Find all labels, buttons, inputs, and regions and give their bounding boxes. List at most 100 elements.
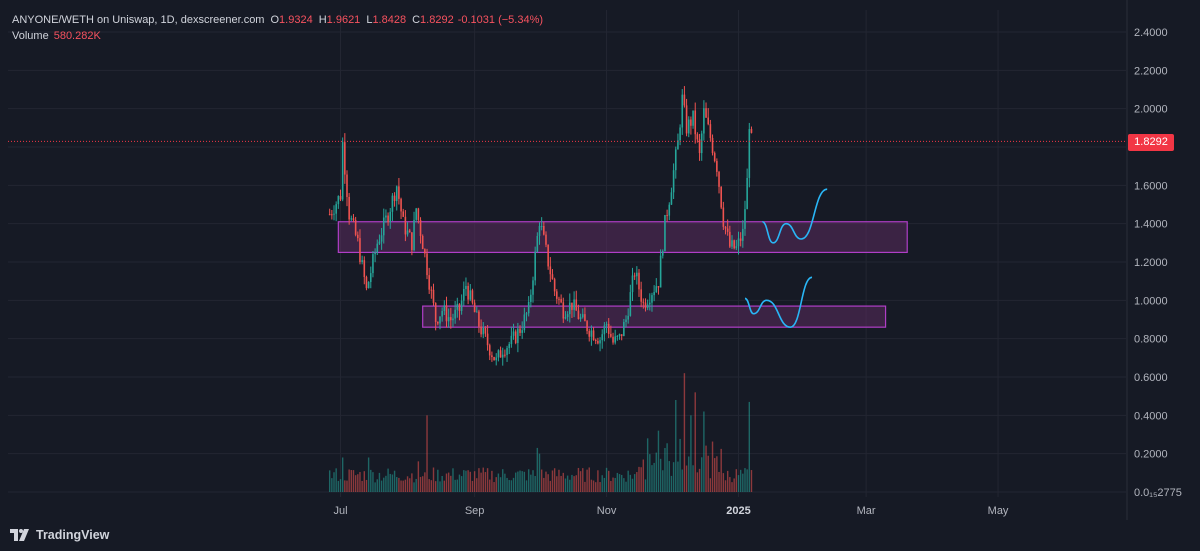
volume-bar <box>499 477 502 492</box>
volume-bar <box>370 469 372 492</box>
candle-body <box>655 286 658 293</box>
y-axis-labels: 2.40002.20002.00001.80001.60001.40001.20… <box>1134 27 1182 499</box>
x-axis-labels: Jul Sep Nov 2025 Mar May <box>333 505 1008 517</box>
volume-bar <box>471 480 474 492</box>
volume-bar <box>599 482 601 492</box>
candle-body <box>547 244 549 267</box>
candle-body <box>575 299 578 311</box>
candle-body <box>705 108 707 118</box>
candle-body <box>514 331 517 343</box>
candle-body <box>475 311 478 313</box>
volume-bar <box>486 468 489 492</box>
support-zone-box <box>422 305 887 328</box>
candle-body <box>744 209 746 229</box>
y-tick-label: 0.4000 <box>1134 410 1168 422</box>
candle-body <box>638 272 640 290</box>
projection-path <box>744 276 813 328</box>
y-tick-label: 2.2000 <box>1134 65 1168 77</box>
volume-bar <box>346 480 348 492</box>
volume-bar <box>620 474 623 492</box>
volume-bar <box>720 448 722 492</box>
candle-body <box>491 355 493 358</box>
candle-body <box>651 295 653 303</box>
volume-bar <box>428 479 430 492</box>
volume-bar <box>434 481 437 492</box>
volume-bar <box>441 475 443 492</box>
candle-body <box>460 300 463 311</box>
volume-bar <box>372 472 374 492</box>
volume-value: 580.282K <box>53 30 101 42</box>
volume-bar <box>688 456 690 492</box>
volume-bar <box>352 470 355 492</box>
candle-body <box>417 208 420 221</box>
open-value: 1.9324 <box>279 14 313 26</box>
candle-body <box>698 139 701 154</box>
candle-body <box>599 340 601 344</box>
volume-bar <box>575 475 577 492</box>
candle-body <box>627 315 629 320</box>
candle-body <box>335 204 337 214</box>
volume-bar <box>389 473 391 492</box>
volume-bar <box>525 480 528 492</box>
volume-bar <box>705 445 707 492</box>
volume-bar <box>545 471 547 492</box>
volume-bar <box>614 477 616 492</box>
y-tick-label: 2.0000 <box>1134 104 1168 116</box>
candle-body <box>361 260 363 263</box>
candle-body <box>571 302 573 310</box>
volume-bar <box>642 459 645 492</box>
candle-body <box>341 142 344 200</box>
volume-bar <box>527 469 530 492</box>
volume-bar <box>668 461 670 492</box>
volume-bar <box>540 469 543 492</box>
volume-bar <box>367 457 370 492</box>
y-tick-label: 1.6000 <box>1134 180 1168 192</box>
candle-body <box>458 303 461 311</box>
high-label: H <box>318 14 327 26</box>
candle-body <box>372 254 374 274</box>
volume-bar <box>601 475 603 492</box>
candle-body <box>562 302 565 319</box>
low-label: L <box>366 14 373 26</box>
volume-bar <box>750 470 753 492</box>
volume-bar <box>536 447 539 492</box>
volume-bar <box>618 474 621 492</box>
volume-bar <box>400 480 402 492</box>
candle-body <box>441 310 443 317</box>
candle-body <box>640 289 642 302</box>
candle-body <box>733 240 735 249</box>
volume-bar <box>463 470 465 492</box>
candle-body <box>478 311 480 327</box>
volume-bar <box>560 475 562 492</box>
candle-body <box>657 286 660 288</box>
volume-bar <box>735 469 738 492</box>
volume-bar <box>493 482 495 492</box>
volume-bar <box>339 479 342 492</box>
candle-body <box>703 108 705 134</box>
candle-body <box>480 326 482 335</box>
candle-body <box>462 288 465 301</box>
candle-body <box>493 357 495 361</box>
volume-label: Volume <box>12 30 49 42</box>
candle-body <box>683 94 686 106</box>
volume-bar <box>439 481 441 492</box>
tradingview-brand[interactable]: TradingView <box>10 528 109 542</box>
symbol-title: ANYONE/WETH on Uniswap, 1D, dexscreener.… <box>12 14 265 26</box>
volume-bar <box>404 479 407 492</box>
volume-bar <box>690 415 692 492</box>
change-value: -0.1031 (−5.34%) <box>457 14 544 26</box>
candle-body <box>707 117 710 125</box>
candle-body <box>467 285 469 300</box>
candle-body <box>737 238 740 247</box>
volume-bar <box>411 473 413 492</box>
candle-body <box>428 275 430 290</box>
candle-body <box>471 290 474 303</box>
volume-bar <box>638 466 640 492</box>
candle-body <box>566 314 569 318</box>
candle-body <box>452 318 454 321</box>
candle-body <box>532 280 534 295</box>
candle-body <box>374 252 376 255</box>
volume-bar <box>627 470 629 492</box>
candle-body <box>484 327 487 334</box>
